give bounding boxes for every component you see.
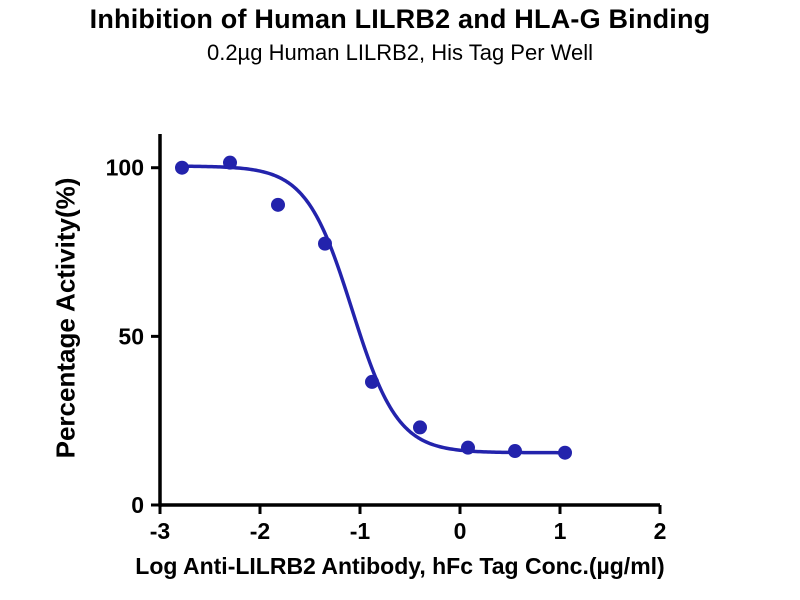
chart-title: Inhibition of Human LILRB2 and HLA-G Bin… bbox=[89, 4, 711, 34]
y-tick-label: 50 bbox=[118, 323, 144, 349]
chart-subtitle: 0.2µg Human LILRB2, His Tag Per Well bbox=[206, 40, 594, 65]
x-axis-label: Log Anti-LILRB2 Antibody, hFc Tag Conc.(… bbox=[135, 553, 665, 579]
x-tick-label: 0 bbox=[454, 518, 467, 544]
x-tick-label: 1 bbox=[554, 518, 567, 544]
data-point bbox=[318, 236, 332, 251]
data-point bbox=[461, 440, 475, 455]
data-point bbox=[413, 420, 427, 435]
data-point bbox=[271, 197, 285, 212]
y-tick-label: 100 bbox=[106, 155, 144, 181]
x-tick-label: -2 bbox=[250, 518, 270, 544]
data-point bbox=[508, 444, 522, 459]
fit-curve bbox=[180, 164, 566, 455]
data-point bbox=[558, 445, 572, 460]
x-tick-label: -1 bbox=[350, 518, 371, 544]
x-tick-label: -3 bbox=[150, 518, 170, 544]
data-point bbox=[365, 374, 379, 389]
x-tick-label: 2 bbox=[654, 518, 667, 544]
y-tick-label: 0 bbox=[131, 492, 144, 518]
data-point bbox=[223, 155, 237, 170]
data-point bbox=[175, 160, 189, 175]
